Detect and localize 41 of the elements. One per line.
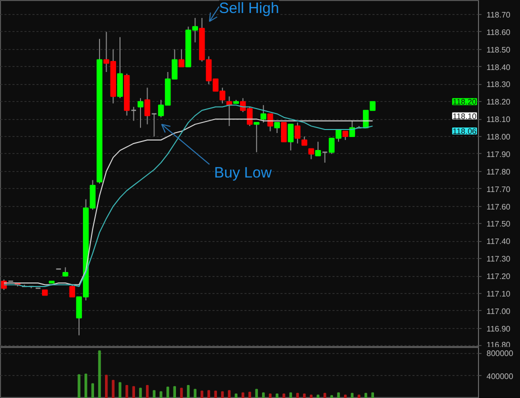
candlestick <box>151 113 158 138</box>
y-tick-label: 116.90 <box>486 324 511 334</box>
y-tick-label: 118.50 <box>486 45 511 54</box>
y-tick-label: 118.30 <box>486 80 511 90</box>
y-tick-label: 117.00 <box>486 306 511 316</box>
candlestick <box>294 122 300 144</box>
candlestick <box>69 284 76 298</box>
y-tick-label: 117.20 <box>486 272 511 282</box>
y-tick-label: 118.20 <box>486 98 511 107</box>
y-tick-label: 117.90 <box>486 150 511 159</box>
candlestick <box>138 98 144 128</box>
y-tick-label: 117.70 <box>486 184 511 194</box>
candlestick <box>178 48 184 68</box>
candlestick <box>144 87 150 125</box>
y-tick-label: 117.60 <box>486 202 511 212</box>
y-tick-label: 400000 <box>486 372 514 381</box>
y-tick-label: 118.70 <box>486 10 511 20</box>
y-tick-label: 117.30 <box>486 254 511 264</box>
annotation: 118.06 <box>452 127 478 136</box>
candlestick <box>308 148 314 160</box>
y-tick-label: 117.80 <box>486 167 511 176</box>
candlestick <box>117 36 123 99</box>
candlestick <box>315 141 321 156</box>
y-tick-label: 117.10 <box>486 289 511 298</box>
candlestick <box>288 124 294 151</box>
y-tick-label: 118.40 <box>486 62 511 72</box>
candlestick <box>322 152 328 164</box>
y-tick-label: 118.00 <box>486 132 511 142</box>
y-tick-label: 117.50 <box>486 220 511 229</box>
y-tick-label: 117.40 <box>486 237 511 246</box>
y-tick-label: 800000 <box>486 349 514 358</box>
annotation: Buy Low <box>214 164 272 182</box>
y-tick-label: 118.60 <box>486 28 511 37</box>
candlestick <box>280 122 287 142</box>
candlestick <box>254 122 260 153</box>
annotation: 118.20 <box>452 98 478 107</box>
annotation: 118.10 <box>452 112 478 121</box>
candlestick <box>274 122 280 134</box>
y-tick-label: 118.10 <box>486 115 511 124</box>
annotation: Sell High <box>219 0 280 17</box>
candlestick <box>260 104 266 124</box>
